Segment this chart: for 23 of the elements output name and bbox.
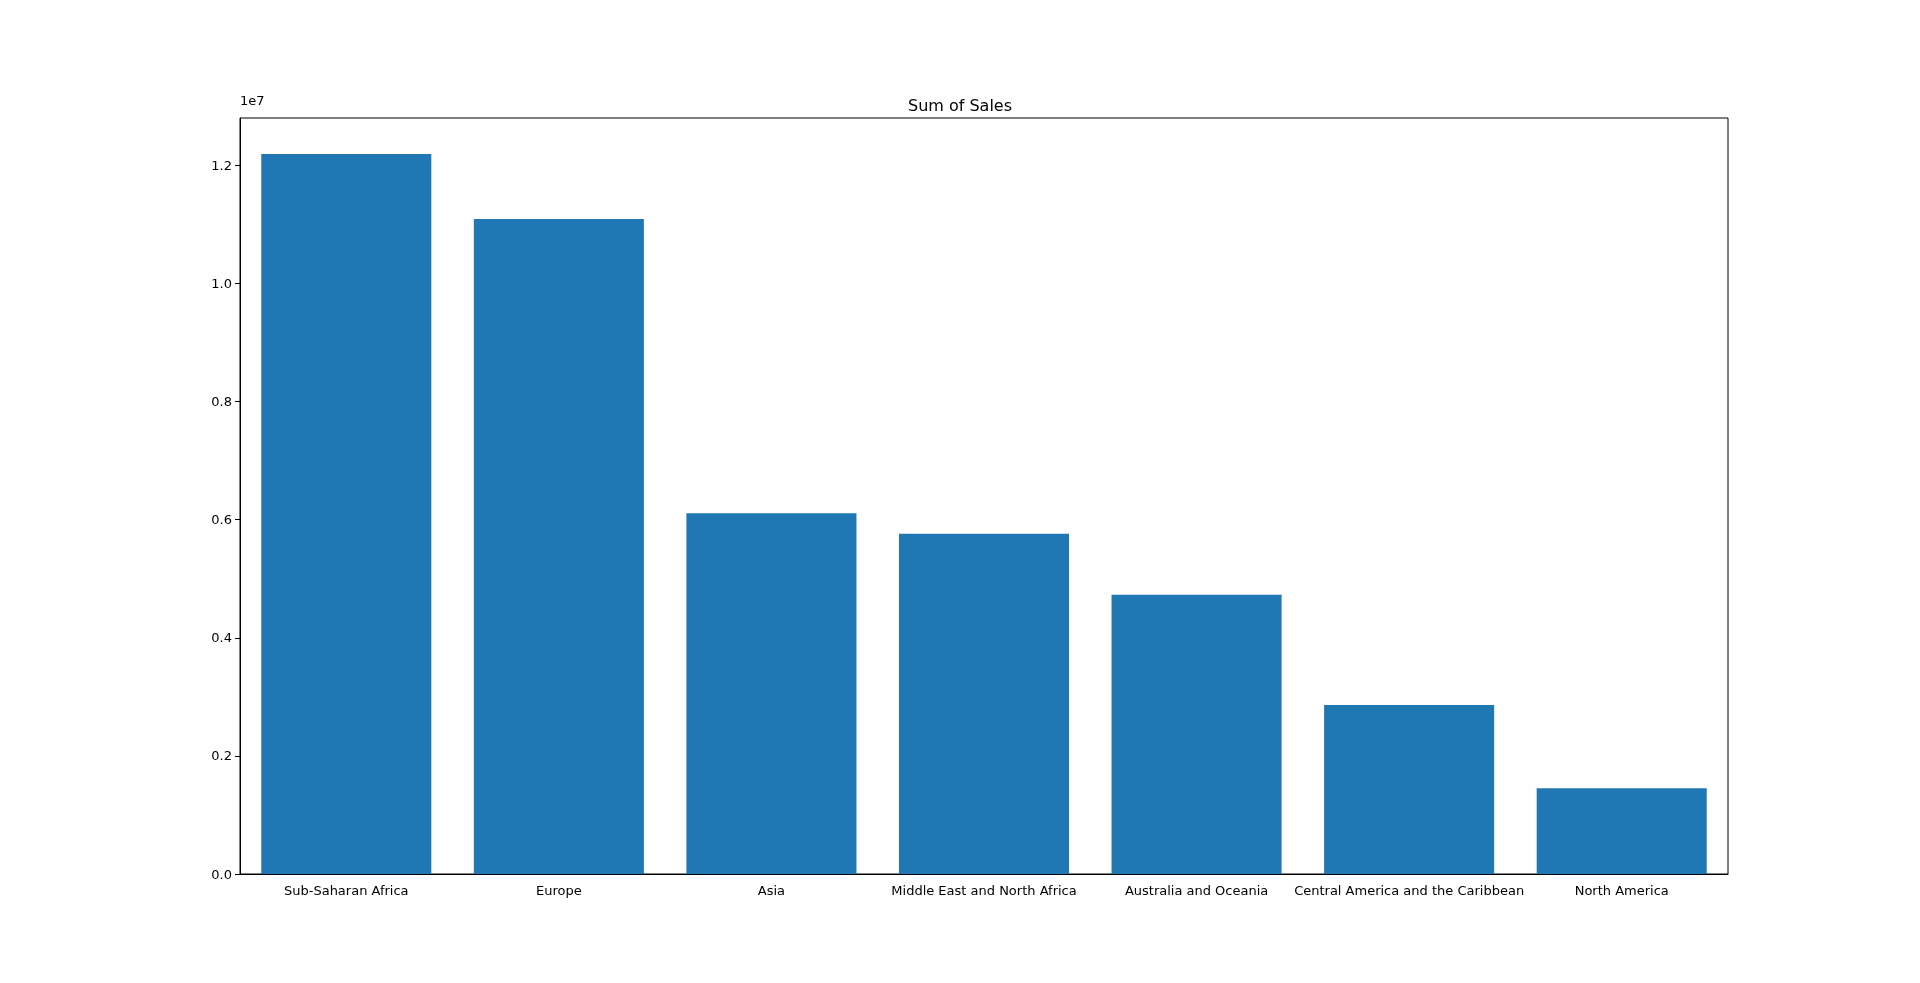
chart-title: Sum of Sales [907, 95, 1013, 115]
x-tick-label: Australia and Oceania [1124, 883, 1269, 898]
y-tick-label: 0.2 [211, 748, 232, 764]
x-tick-label: North America [1574, 883, 1669, 898]
bar [1324, 705, 1495, 874]
bar [686, 513, 857, 874]
x-tick-label: Sub-Saharan Africa [283, 883, 409, 898]
x-tick-label: Europe [536, 883, 582, 898]
x-tick-label: Central America and the Caribbean [1294, 883, 1525, 898]
bar [261, 154, 432, 874]
bar [898, 533, 1070, 874]
y-tick-label: 1.0 [211, 275, 232, 291]
y-tick-label: 0.6 [211, 512, 232, 528]
text: 1e7 [240, 93, 265, 108]
y-tick-label: 0.4 [211, 630, 232, 646]
x-tick-label: Middle East and North Africa [891, 883, 1077, 898]
bar [1111, 594, 1282, 874]
y-tick-label: 1.2 [211, 157, 232, 173]
bar [473, 219, 644, 874]
bar [1536, 788, 1707, 874]
x-tick-label: Asia [757, 883, 786, 898]
y-tick-label: 0.0 [211, 866, 232, 882]
y-tick-label: 0.8 [211, 394, 232, 409]
